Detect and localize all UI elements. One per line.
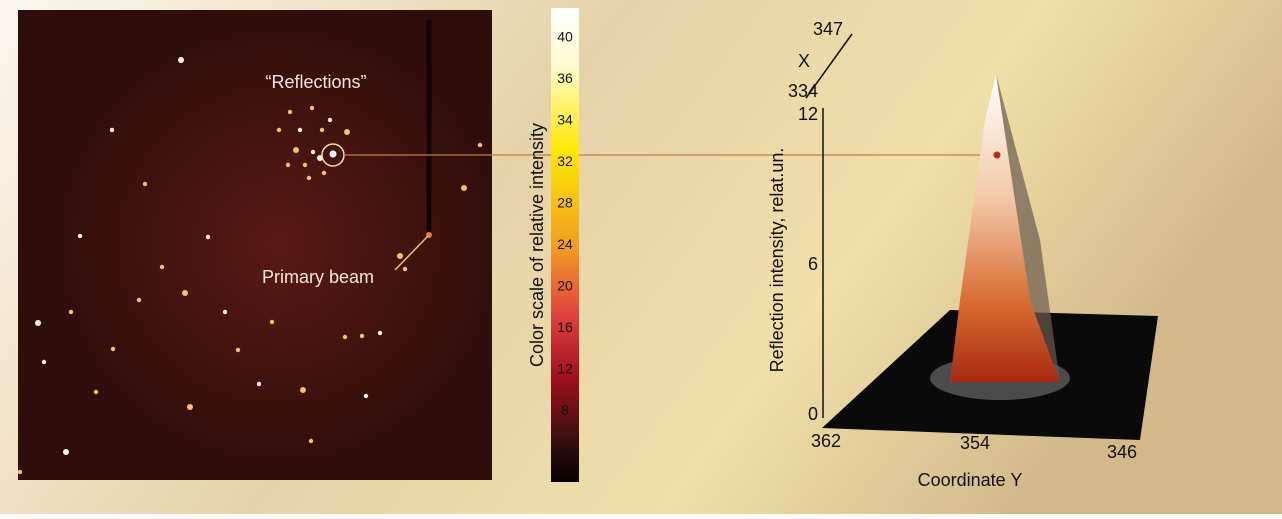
spot bbox=[187, 404, 193, 410]
color-scale-label: 4 bbox=[561, 444, 569, 460]
spot bbox=[111, 347, 115, 351]
spot bbox=[110, 128, 114, 132]
color-scale-label: 20 bbox=[557, 278, 573, 294]
spot bbox=[360, 334, 364, 338]
spot bbox=[478, 143, 482, 147]
spot bbox=[18, 470, 22, 474]
color-scale-label: 12 bbox=[557, 361, 573, 377]
x-axis-title: X bbox=[798, 51, 810, 71]
spot bbox=[277, 128, 281, 132]
spot bbox=[137, 298, 141, 302]
spot bbox=[328, 118, 332, 122]
spot bbox=[403, 267, 407, 271]
spot bbox=[300, 387, 306, 393]
spot bbox=[310, 106, 314, 110]
color-scale-label: 16 bbox=[557, 319, 573, 335]
spot bbox=[364, 394, 368, 398]
color-scale-label: 32 bbox=[557, 153, 573, 169]
spot bbox=[343, 335, 347, 339]
peak-marker bbox=[994, 152, 1001, 159]
color-scale-label: 40 bbox=[557, 29, 573, 45]
spot bbox=[42, 360, 46, 364]
spot bbox=[270, 320, 274, 324]
diffraction-image bbox=[18, 10, 492, 480]
spot bbox=[94, 390, 98, 394]
z-tick-label: 12 bbox=[798, 104, 818, 124]
x-tick-label: 347 bbox=[813, 19, 843, 39]
y-tick-label: 354 bbox=[960, 433, 990, 453]
spot bbox=[288, 110, 292, 114]
reflections-label: “Reflections” bbox=[265, 72, 366, 92]
z-axis-title: Reflection intensity, relat.un. bbox=[767, 148, 787, 373]
spot bbox=[143, 182, 147, 186]
spot bbox=[303, 163, 307, 167]
spot bbox=[330, 151, 337, 158]
spot bbox=[293, 147, 299, 153]
spot bbox=[78, 234, 82, 238]
spot bbox=[182, 290, 188, 296]
spot bbox=[298, 128, 302, 132]
y-axis-title: Coordinate Y bbox=[918, 470, 1023, 490]
color-scale-label: 36 bbox=[557, 70, 573, 86]
spot bbox=[378, 331, 382, 335]
spot bbox=[206, 235, 210, 239]
color-scale-label: 34 bbox=[557, 112, 573, 128]
spot bbox=[63, 449, 69, 455]
spot bbox=[286, 163, 290, 167]
spot bbox=[223, 310, 227, 314]
spot bbox=[461, 185, 467, 191]
spot bbox=[178, 57, 184, 63]
spot bbox=[311, 150, 315, 154]
spot bbox=[309, 439, 313, 443]
spot bbox=[320, 128, 324, 132]
spot bbox=[69, 310, 73, 314]
spot bbox=[160, 265, 164, 269]
spot bbox=[397, 253, 403, 259]
spot bbox=[35, 320, 41, 326]
z-tick-label: 0 bbox=[808, 404, 818, 424]
y-tick-label: 346 bbox=[1107, 442, 1137, 462]
spot bbox=[344, 129, 350, 135]
color-scale-label: 24 bbox=[557, 236, 573, 252]
spot bbox=[257, 382, 261, 386]
spot bbox=[236, 348, 240, 352]
color-scale-title: Color scale of relative intensity bbox=[527, 123, 547, 367]
color-scale-label: 28 bbox=[557, 195, 573, 211]
primary-beam-label: Primary beam bbox=[262, 267, 374, 287]
z-tick-label: 6 bbox=[808, 254, 818, 274]
spot bbox=[322, 171, 326, 175]
y-tick-label: 362 bbox=[811, 431, 841, 451]
color-scale-label: 8 bbox=[561, 402, 569, 418]
spot bbox=[307, 176, 311, 180]
figure: “Reflections” Primary beam 4036343228242… bbox=[0, 0, 1282, 514]
x-tick-label: 334 bbox=[788, 81, 818, 101]
